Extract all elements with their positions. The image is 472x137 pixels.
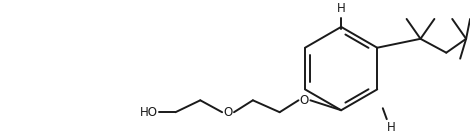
Text: O: O xyxy=(300,94,309,107)
Text: H: H xyxy=(337,2,346,15)
Text: O: O xyxy=(223,106,233,119)
Text: HO: HO xyxy=(140,106,158,119)
Text: H: H xyxy=(388,121,396,134)
